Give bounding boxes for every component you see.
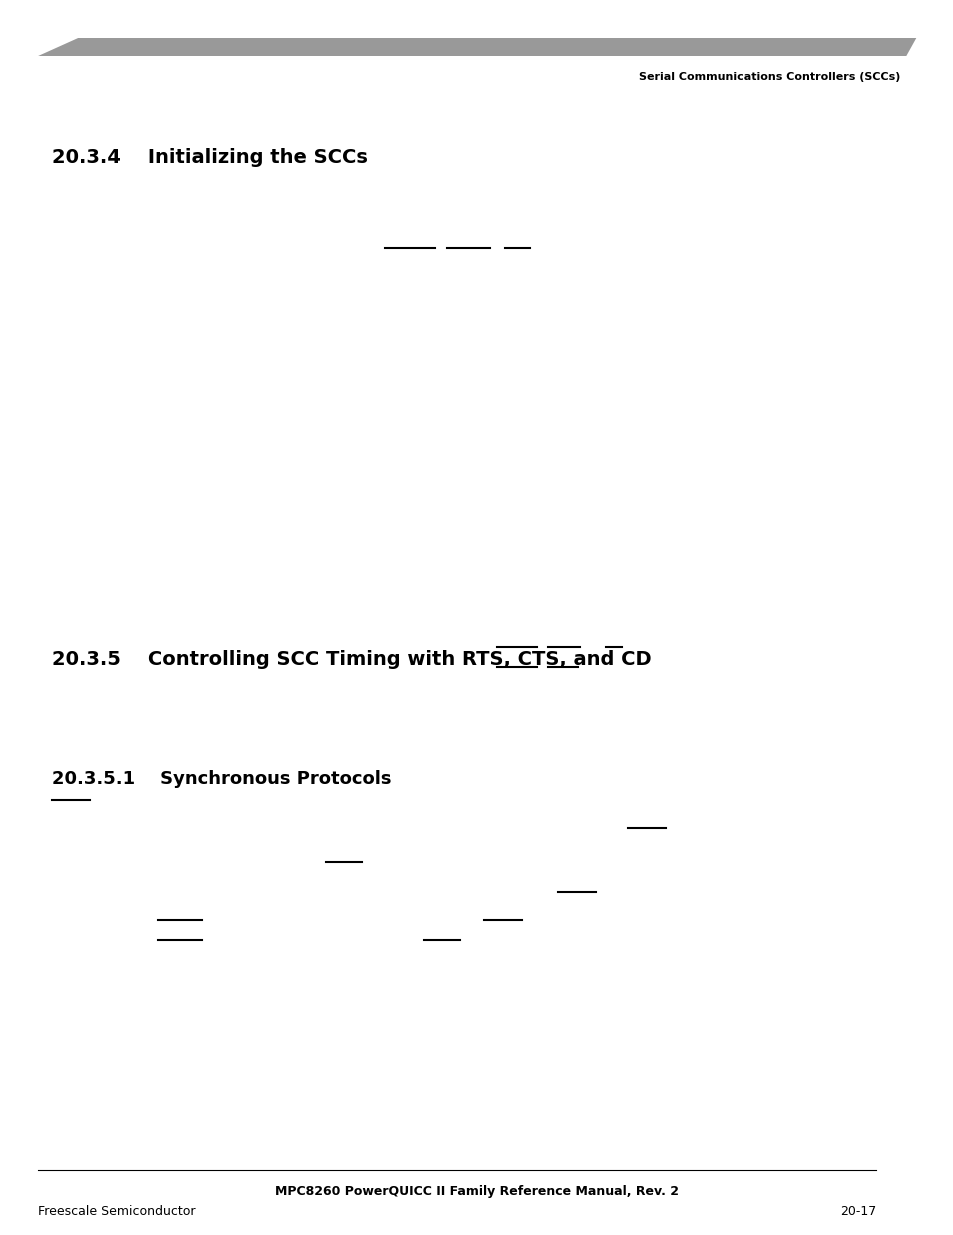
Text: 20.3.5    Controlling SCC Timing with RTS, CTS, and CD: 20.3.5 Controlling SCC Timing with RTS, … bbox=[52, 650, 651, 669]
Polygon shape bbox=[38, 38, 915, 56]
Text: 20.3.4    Initializing the SCCs: 20.3.4 Initializing the SCCs bbox=[52, 148, 368, 167]
Text: Serial Communications Controllers (SCCs): Serial Communications Controllers (SCCs) bbox=[638, 72, 899, 82]
Text: Freescale Semiconductor: Freescale Semiconductor bbox=[38, 1205, 195, 1218]
Text: 20.3.5.1    Synchronous Protocols: 20.3.5.1 Synchronous Protocols bbox=[52, 769, 391, 788]
Text: 20-17: 20-17 bbox=[839, 1205, 875, 1218]
Text: MPC8260 PowerQUICC II Family Reference Manual, Rev. 2: MPC8260 PowerQUICC II Family Reference M… bbox=[274, 1186, 679, 1198]
